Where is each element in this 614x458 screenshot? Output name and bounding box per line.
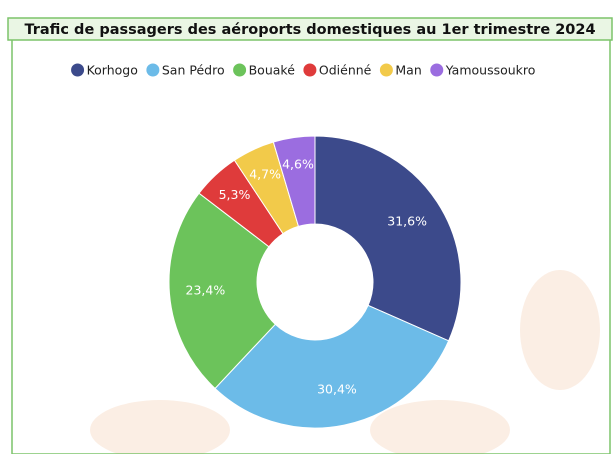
background-decoration [90,400,230,458]
legend-label: Korhogo [87,63,138,78]
legend-swatch [71,63,85,77]
legend-label: Odiénné [319,63,372,78]
data-label: 4,7% [249,167,281,182]
legend-swatch [303,63,317,77]
chart-title: Trafic de passagers des aéroports domest… [24,22,595,38]
donut-slice [272,135,316,228]
legend-swatch [233,63,247,77]
donut-slice [168,192,277,390]
donut-slice [314,135,462,342]
data-label: 5,3% [219,187,251,202]
legend: Korhogo San Pédro Bouaké Odiénné Man Yamousso… [71,63,535,78]
data-label: 23,4% [186,282,226,297]
legend-label: Man [395,63,421,78]
legend-swatch [430,63,444,77]
background-decoration [520,270,600,390]
background-decoration [370,400,510,458]
donut-slice [214,304,450,429]
legend-swatch [146,63,160,77]
legend-label: San Pédro [162,63,225,78]
data-label: 31,6% [387,213,427,228]
legend-label: Bouaké [249,63,296,78]
data-label: 4,6% [282,157,314,172]
legend-swatch [379,63,393,77]
data-label: 30,4% [317,381,357,396]
legend-label: Yamoussoukro [445,63,536,78]
title-bar [7,17,613,41]
